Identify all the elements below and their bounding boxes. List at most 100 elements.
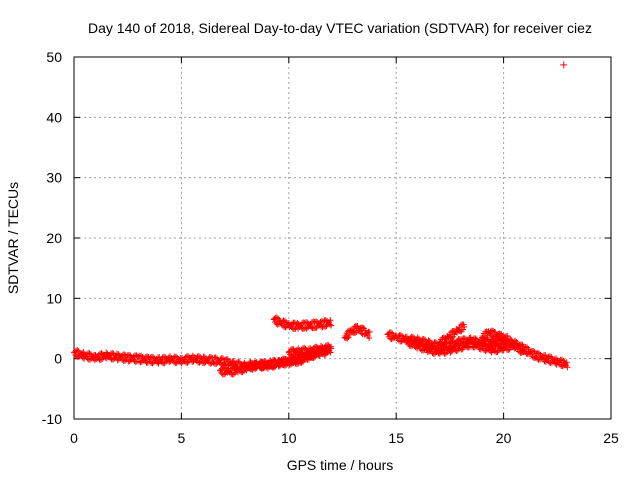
data-point	[447, 349, 454, 356]
data-point	[109, 356, 116, 363]
data-point	[98, 350, 105, 357]
data-point	[303, 325, 310, 332]
data-point	[173, 353, 180, 360]
data-point	[440, 345, 447, 352]
data-point	[428, 345, 435, 352]
data-point	[313, 324, 320, 331]
data-point	[438, 341, 445, 348]
data-point	[459, 326, 466, 333]
x-tick-label: 5	[178, 430, 186, 446]
data-point	[442, 350, 449, 357]
data-point	[516, 342, 523, 349]
data-point	[351, 324, 358, 331]
data-point	[558, 356, 565, 363]
data-point	[534, 355, 541, 362]
data-point	[504, 332, 511, 339]
data-point	[222, 361, 229, 368]
data-point	[280, 362, 287, 369]
data-point	[79, 350, 86, 357]
x-axis-label: GPS time / hours	[287, 457, 394, 473]
y-tick-label: 50	[46, 49, 62, 65]
y-tick-label: 30	[46, 170, 62, 186]
data-point	[431, 344, 438, 351]
data-point	[250, 360, 257, 367]
data-point	[239, 369, 246, 376]
data-point	[419, 340, 426, 347]
data-point	[308, 354, 315, 361]
data-point	[252, 359, 259, 366]
data-point	[497, 346, 504, 353]
data-point	[185, 353, 192, 360]
data-point	[366, 334, 373, 341]
data-point	[387, 329, 394, 336]
data-point	[103, 349, 110, 356]
x-tick-label: 0	[70, 430, 78, 446]
data-point	[221, 371, 228, 378]
data-point	[212, 354, 219, 361]
data-point	[317, 348, 324, 355]
data-point	[161, 360, 168, 367]
data-point	[546, 353, 553, 360]
data-point	[247, 361, 254, 368]
data-point	[74, 347, 81, 354]
data-point	[364, 329, 371, 336]
data-point	[416, 341, 423, 348]
data-point	[564, 364, 571, 371]
y-tick-label: 0	[54, 351, 62, 367]
data-point	[448, 335, 455, 342]
data-point	[512, 340, 519, 347]
data-point	[358, 330, 365, 337]
data-point	[346, 331, 353, 338]
data-point	[491, 348, 498, 355]
data-point	[476, 345, 483, 352]
data-point	[457, 322, 464, 329]
data-point	[325, 342, 332, 349]
data-point	[184, 359, 191, 366]
data-point	[299, 357, 306, 364]
data-point	[411, 339, 418, 346]
data-point	[306, 350, 313, 357]
data-point	[86, 350, 93, 357]
data-point	[494, 348, 501, 355]
data-point	[435, 350, 442, 357]
data-point	[542, 351, 549, 358]
data-point	[461, 323, 468, 330]
data-point	[316, 353, 323, 360]
data-point	[262, 364, 269, 371]
data-point	[327, 317, 334, 324]
y-tick-label: 20	[46, 230, 62, 246]
data-point	[189, 352, 196, 359]
data-point	[313, 343, 320, 350]
data-point	[505, 347, 512, 354]
data-point	[281, 355, 288, 362]
data-point	[322, 351, 329, 358]
data-point	[349, 328, 356, 335]
data-point	[322, 342, 329, 349]
data-point	[520, 348, 527, 355]
x-tick-label: 10	[281, 430, 297, 446]
data-point	[551, 356, 558, 363]
data-point	[289, 352, 296, 359]
data-point	[477, 339, 484, 346]
x-tick-label: 20	[496, 430, 512, 446]
data-point	[521, 347, 528, 354]
y-tick-label: -10	[42, 411, 62, 427]
data-point	[471, 338, 478, 345]
data-point	[324, 348, 331, 355]
data-point	[281, 317, 288, 324]
data-point	[312, 350, 319, 357]
data-point	[420, 335, 427, 342]
data-point	[310, 353, 317, 360]
x-tick-label: 15	[388, 430, 404, 446]
data-point	[328, 322, 335, 329]
data-point	[397, 332, 404, 339]
data-point	[468, 338, 475, 345]
data-point	[425, 337, 432, 344]
data-series	[71, 61, 571, 378]
y-axis-label: SDTVAR / TECUs	[5, 182, 21, 294]
data-point	[503, 339, 510, 346]
data-point	[486, 344, 493, 351]
data-point	[398, 338, 405, 345]
data-point	[273, 314, 280, 321]
data-point	[563, 359, 570, 366]
